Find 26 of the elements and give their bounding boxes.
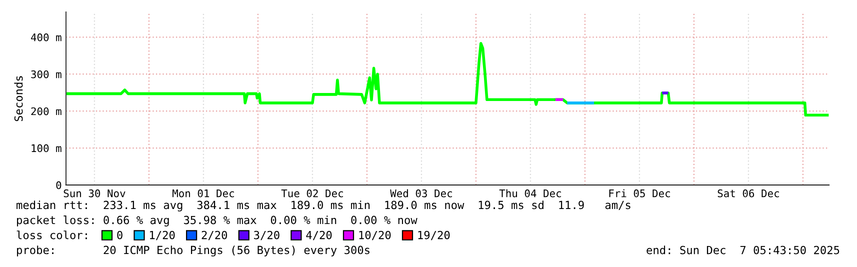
y-axis-title: Seconds [14, 76, 23, 122]
x-tick-label: Thu 04 Dec [499, 189, 561, 198]
x-tick-label: Wed 03 Dec [390, 189, 452, 198]
legend-title: loss color: [16, 230, 87, 240]
x-tick-label: Fri 05 Dec [609, 189, 670, 198]
y-tick-label: 0 [56, 181, 62, 190]
y-tick-label: 300 m [31, 70, 62, 78]
x-tick-label: Mon 01 Dec [172, 189, 234, 198]
line-series [66, 42, 829, 117]
y-tick-label: 200 m [31, 107, 62, 116]
legend-label: 0 [117, 230, 122, 240]
text: end: Sun Dec 7 05:43:50 2025 [646, 246, 840, 254]
text: probe: 20 ICMP Echo Pings (56 Bytes) every 300s [17, 246, 370, 256]
text: median rtt: 233.1 ms avg 384.1 ms max 189.0 ms min 189.0 ms now 19.5 ms sd 11.9 am/s [16, 200, 630, 212]
legend-label: 2/20 [202, 230, 228, 240]
y-tick-label: 400 m [30, 33, 62, 42]
legend-label: 10/20 [359, 230, 391, 240]
y-tick-label: 100 m [32, 144, 62, 152]
legend-label: 1/20 [150, 230, 175, 240]
x-tick-label: Sat 06 Dec [718, 189, 779, 198]
legend-label: 19/20 [418, 230, 450, 240]
x-tick-label: Tue 02 Dec [281, 189, 343, 198]
x-tick-label: Sun 30 Nov [64, 189, 126, 198]
text: packet loss: 0.66 % avg 35.98 % max 0.00 % min 0.00 % now [17, 216, 418, 226]
legend-label: 4/20 [306, 230, 332, 240]
legend-label: 3/20 [254, 230, 280, 240]
